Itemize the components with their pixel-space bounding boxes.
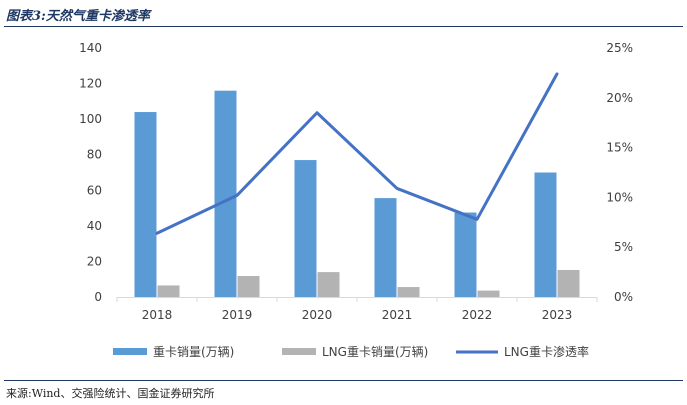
lng-truck-sales-bar xyxy=(237,276,260,297)
right-tick-label: 0% xyxy=(614,290,633,304)
heavy-truck-sales-bar xyxy=(214,90,237,297)
legend-swatch xyxy=(113,348,147,355)
x-tick-label: 2023 xyxy=(542,308,573,322)
lng-truck-sales-bar xyxy=(157,285,180,297)
source-divider xyxy=(4,380,683,381)
left-tick-label: 20 xyxy=(87,254,102,268)
legend-item: 重卡销量(万辆) xyxy=(113,345,234,359)
lng-truck-sales-bar xyxy=(557,269,580,297)
line-series xyxy=(155,72,559,235)
x-tick-label: 2019 xyxy=(222,308,253,322)
legend-item: LNG重卡销量(万辆) xyxy=(282,345,428,359)
lng-truck-sales-bar xyxy=(397,287,420,297)
left-tick-label: 100 xyxy=(79,112,102,126)
left-axis: 0 20 40 60 80 100 120 140 xyxy=(79,41,102,304)
figure-title: 图表3:天然气重卡渗透率 xyxy=(6,9,150,24)
lng-penetration-line xyxy=(155,72,559,235)
lng-truck-sales-bar xyxy=(317,272,340,297)
legend-item: LNG重卡渗透率 xyxy=(456,344,589,359)
lng-truck-sales-bar xyxy=(477,290,500,297)
left-tick-label: 60 xyxy=(87,183,102,197)
heavy-truck-sales-bar xyxy=(534,172,557,297)
heavy-truck-sales-bar xyxy=(294,160,317,297)
heavy-truck-sales-bar xyxy=(454,212,477,297)
legend-label: 重卡销量(万辆) xyxy=(153,345,234,359)
right-tick-label: 15% xyxy=(606,141,633,155)
right-tick-label: 10% xyxy=(606,190,633,204)
right-tick-label: 25% xyxy=(606,41,633,55)
heavy-truck-sales-bar xyxy=(134,112,157,298)
right-tick-label: 5% xyxy=(614,240,633,254)
heavy-truck-sales-bar xyxy=(374,198,397,297)
title-divider xyxy=(4,26,683,27)
legend-label: LNG重卡渗透率 xyxy=(504,344,589,359)
right-tick-label: 20% xyxy=(606,91,633,105)
legend-label: LNG重卡销量(万辆) xyxy=(322,345,428,359)
left-tick-label: 140 xyxy=(79,41,102,55)
legend: 重卡销量(万辆) LNG重卡销量(万辆) LNG重卡渗透率 xyxy=(113,344,589,359)
x-axis: 2018 2019 2020 2021 2022 2023 xyxy=(116,297,598,322)
lng-heavy-truck-chart: 0 20 40 60 80 100 120 140 0% 5% 10% 15% 20% 25% 2018… xyxy=(79,41,633,359)
left-tick-label: 40 xyxy=(87,219,102,233)
source-note: 来源:Wind、交强险统计、国金证券研究所 xyxy=(6,387,215,400)
x-tick-label: 2021 xyxy=(382,308,413,322)
left-tick-label: 0 xyxy=(94,290,102,304)
left-tick-label: 120 xyxy=(79,77,102,91)
x-tick-label: 2018 xyxy=(142,308,173,322)
left-tick-label: 80 xyxy=(87,148,102,162)
x-tick-label: 2020 xyxy=(302,308,333,322)
bar-series xyxy=(134,90,580,298)
right-axis: 0% 5% 10% 15% 20% 25% xyxy=(606,41,633,304)
x-tick-label: 2022 xyxy=(462,308,493,322)
legend-swatch xyxy=(282,348,316,355)
